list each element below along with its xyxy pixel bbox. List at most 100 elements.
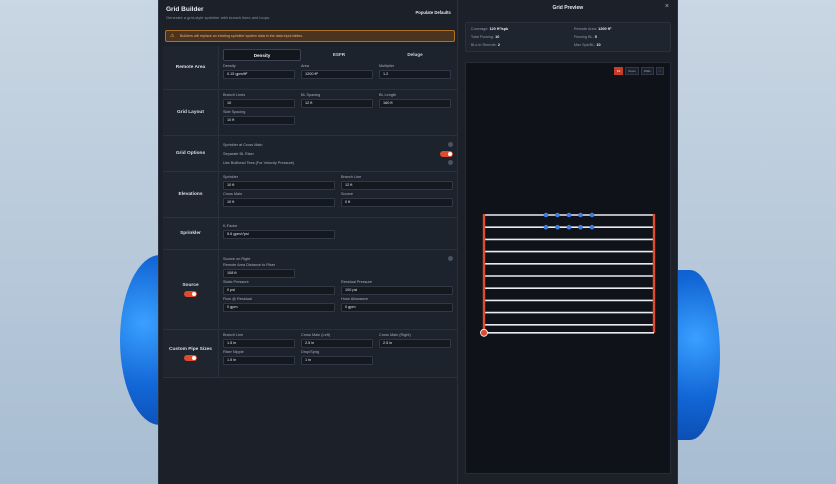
page-subtitle: Generate a grid-style sprinkler with bra…: [166, 15, 271, 20]
remote-distance-input[interactable]: 108 ft: [223, 269, 295, 278]
tab-density[interactable]: Density: [223, 49, 301, 61]
sprinkler-head: [566, 212, 572, 218]
separate-bl-riser-toggle[interactable]: [440, 150, 453, 157]
separate-bl-riser-label: Separate BL Riser: [223, 151, 254, 156]
flowing-bl-label: Flowing BL:: [573, 35, 594, 39]
section-label-elevations: Elevations: [163, 172, 219, 217]
fit-button[interactable]: Fit: [613, 67, 624, 75]
section-source: Source Source on Right Remote Area Dista…: [163, 250, 457, 330]
hose-allowance-label: Hose Allowance: [341, 297, 369, 301]
zoom-button[interactable]: Zoom: [625, 67, 639, 75]
hose-allowance-input[interactable]: 0 gpm: [341, 303, 453, 312]
source-section-title: Source: [182, 282, 199, 288]
coverage-value: 120 ft²/spk: [489, 27, 509, 31]
kfactor-input[interactable]: 5.6 gpm/√psi: [223, 230, 335, 239]
source-on-right-toggle[interactable]: [448, 256, 453, 261]
residual-pressure-label: Residual Pressure: [341, 280, 373, 284]
cross-main-elev-label: Cross Main: [223, 192, 243, 196]
source-elev-label: Source: [341, 192, 354, 196]
sprinkler-head: [589, 224, 595, 230]
design-method-tabs: Density ESFR Deluge: [223, 49, 453, 61]
sprinkler-elev-input[interactable]: 10 ft: [223, 181, 335, 190]
sprinkler-head: [578, 224, 583, 230]
cross-main-elev-input[interactable]: 10 ft: [223, 198, 335, 207]
source-on-right-label: Source on Right: [223, 256, 251, 261]
sprinkler-head: [543, 212, 549, 218]
fullscreen-icon[interactable]: ⛶: [655, 67, 664, 75]
bullhead-tees-label: Use Bullhead Tees (For Velocity Pressure…: [223, 160, 295, 165]
wide-button[interactable]: Wide: [640, 67, 654, 75]
drop-sprig-input[interactable]: 1 in: [301, 356, 373, 365]
pipe-sizes-section-title: Custom Pipe Sizes: [169, 346, 212, 352]
source-elev-input[interactable]: 0 ft: [341, 198, 453, 207]
riser-nipple-input[interactable]: 1.5 in: [223, 356, 295, 365]
builder-form: Remote Area Density ESFR Deluge Density 0…: [163, 46, 457, 378]
grid-builder-window: Grid Builder Generate a grid-style sprin…: [158, 0, 678, 484]
remote-area-value: 1200 ft²: [598, 27, 612, 31]
total-flowing-label: Total Flowing:: [470, 35, 495, 39]
section-grid-layout: Grid Layout Branch Lines 10 BL Spacing 12 …: [163, 90, 457, 136]
flow-residual-input[interactable]: 0 gpm: [223, 303, 335, 312]
drop-sprig-label: Drop/Sprig: [301, 350, 320, 354]
remote-distance-label: Remote Area Distance to Riser: [223, 263, 276, 267]
multiplier-input[interactable]: 1.2: [379, 70, 451, 79]
branch-line-elev-input[interactable]: 12 ft: [341, 181, 453, 190]
area-input[interactable]: 1200 ft²: [301, 70, 373, 79]
total-flowing-value: 10: [495, 35, 500, 39]
close-icon[interactable]: ×: [664, 3, 669, 10]
bl-remote-label: BLs in Remote:: [470, 43, 497, 47]
cross-main-right-input[interactable]: 2.5 in: [379, 339, 451, 348]
sprinkler-at-cross-main-toggle[interactable]: [448, 142, 453, 147]
source-enable-toggle[interactable]: [184, 290, 197, 297]
max-spk-value: 10: [596, 43, 601, 47]
bl-spacing-label: BL Spacing: [301, 93, 321, 97]
tab-deluge[interactable]: Deluge: [407, 52, 423, 57]
section-label-grid-layout: Grid Layout: [163, 90, 219, 135]
page-title: Grid Builder: [166, 6, 204, 13]
section-label-remote-area: Remote Area: [163, 46, 219, 89]
cross-main-left-input[interactable]: 2.5 in: [301, 339, 373, 348]
branch-lines-input[interactable]: 10: [223, 99, 295, 108]
populate-defaults-button[interactable]: Populate Defaults: [415, 10, 451, 15]
branch-lines-label: Branch Lines: [223, 93, 246, 97]
section-pipe-sizes: Custom Pipe Sizes Branch Line 1.5 in Cros…: [163, 330, 457, 378]
residual-pressure-input[interactable]: 100 psi: [341, 286, 453, 295]
bl-remote-value: 2: [497, 43, 500, 47]
sprinkler-head: [555, 224, 560, 230]
flow-residual-label: Flow @ Residual: [223, 297, 252, 301]
side-spacing-label: Side Spacing: [223, 110, 246, 114]
static-pressure-input[interactable]: 0 psi: [223, 286, 335, 295]
kfactor-label: K-Factor: [223, 224, 238, 228]
cross-main-left-label: Cross Main (Left): [301, 333, 331, 337]
canvas-toolbar: Fit Zoom Wide ⛶: [613, 67, 664, 75]
section-label-grid-options: Grid Options: [163, 136, 219, 171]
section-label-pipe-sizes: Custom Pipe Sizes: [163, 330, 219, 377]
warning-text: Builders will replace an existing sprink…: [180, 34, 304, 38]
section-label-sprinkler: Sprinkler: [163, 218, 219, 249]
section-label-source: Source: [163, 250, 219, 329]
sprinkler-head: [589, 212, 595, 218]
section-elevations: Elevations Sprinkler 10 ft Branch Line 12 …: [163, 172, 457, 218]
preview-title: Grid Preview: [552, 5, 584, 11]
riser-nipple-label: Riser Nipple: [223, 350, 244, 354]
max-spk-label: Max Spk/BL:: [573, 43, 596, 47]
flowing-bl-value: 5: [594, 35, 597, 39]
section-remote-area: Remote Area Density ESFR Deluge Density 0…: [163, 46, 457, 90]
sprinkler-head: [543, 224, 549, 230]
density-input[interactable]: 0.15 gpm/ft²: [223, 70, 295, 79]
density-label: Density: [223, 64, 236, 68]
bullhead-tees-toggle[interactable]: [448, 160, 453, 165]
branch-line-size-label: Branch Line: [223, 333, 244, 337]
pipe-sizes-toggle[interactable]: [184, 354, 197, 361]
bl-length-input[interactable]: 160 ft: [379, 99, 451, 108]
tab-esfr[interactable]: ESFR: [332, 52, 346, 57]
warning-icon: ⚠: [170, 33, 175, 39]
side-spacing-input[interactable]: 10 ft: [223, 116, 295, 125]
branch-line-elev-label: Branch Line: [341, 175, 362, 179]
bl-spacing-input[interactable]: 12 ft: [301, 99, 373, 108]
branch-line-size-input[interactable]: 1.5 in: [223, 339, 295, 348]
sprinkler-head: [566, 224, 572, 230]
sprinkler-head: [555, 212, 560, 218]
grid-preview-canvas[interactable]: Fit Zoom Wide ⛶: [464, 62, 671, 474]
section-sprinkler: Sprinkler K-Factor 5.6 gpm/√psi: [163, 218, 457, 250]
